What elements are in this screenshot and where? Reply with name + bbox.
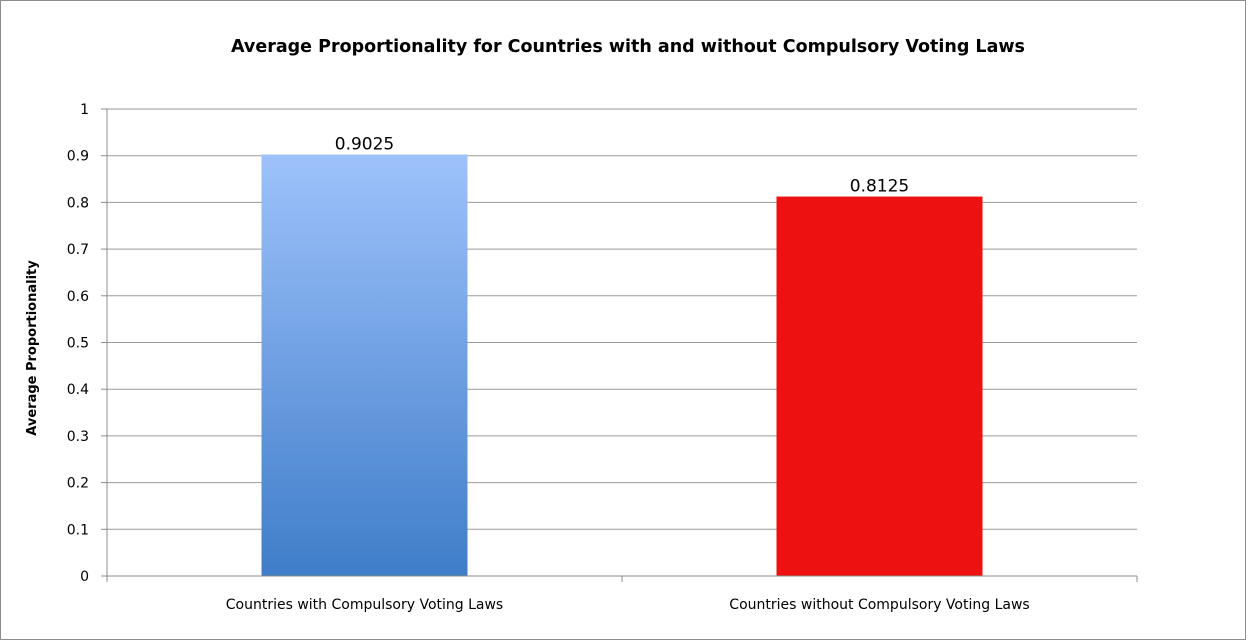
y-tick-label: 0.9 (67, 149, 89, 165)
data-labels: 0.9025 0.8125 (335, 135, 909, 197)
category-label: Countries without Compulsory Voting Laws (729, 597, 1029, 613)
bar (776, 196, 983, 576)
bar-chart: Average Proportionality for Countries wi… (25, 37, 1138, 613)
y-tick-labels: 0 0.1 0.2 0.3 0.4 0.5 0.6 0.7 0.8 0.9 1 (67, 102, 89, 585)
y-tick-label: 0 (80, 569, 89, 585)
chart-title: Average Proportionality for Countries wi… (231, 37, 1025, 57)
y-tick-label: 1 (80, 102, 89, 118)
y-tick-label: 0.2 (67, 476, 89, 492)
bar (261, 154, 468, 576)
y-tick-label: 0.4 (67, 382, 89, 398)
y-tick-label: 0.6 (67, 289, 89, 305)
category-label: Countries with Compulsory Voting Laws (226, 597, 503, 613)
y-tick-label: 0.1 (67, 522, 89, 538)
y-tick-label: 0.8 (67, 195, 89, 211)
bars (261, 154, 983, 576)
y-tick-label: 0.5 (67, 336, 89, 352)
y-axis-label: Average Proportionality (25, 260, 40, 436)
y-tick-label: 0.7 (67, 242, 89, 258)
axes (101, 108, 1138, 582)
category-labels: Countries with Compulsory Voting Laws Cou… (226, 597, 1030, 613)
data-label: 0.8125 (850, 177, 909, 197)
y-tick-label: 0.3 (67, 429, 89, 445)
data-label: 0.9025 (335, 135, 394, 155)
